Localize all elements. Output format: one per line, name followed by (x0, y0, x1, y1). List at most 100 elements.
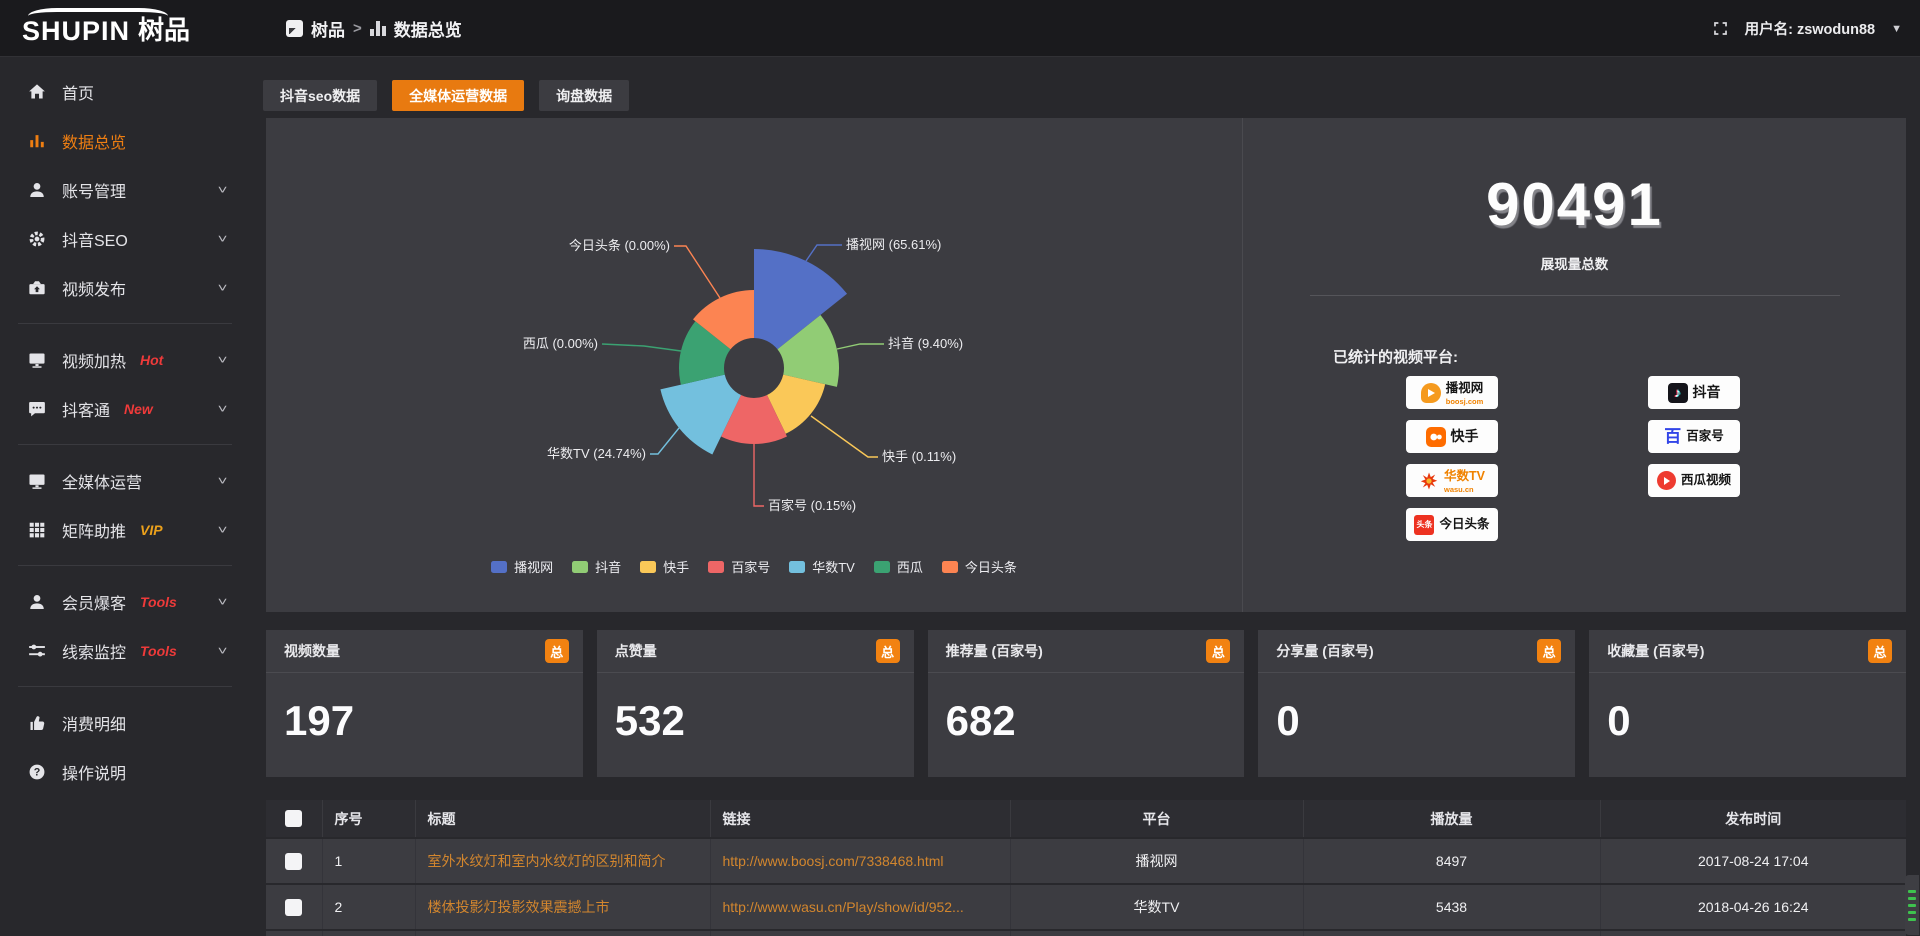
chevron-down-icon: ˅ (217, 522, 228, 537)
pie-chart-section: 播视网 (65.61%) 抖音 (9.40%) 快手 (0.11%) 百家号 (0.1… (266, 118, 1242, 612)
douyin-logo-icon: ♪ (1667, 382, 1688, 403)
cell-url-link[interactable]: http://www.wasu.cn/Play/show/id/952... (710, 883, 1011, 930)
cell-title-link[interactable]: 室外水纹灯和室内水纹灯的区别和简介 (415, 837, 711, 884)
stat-card-0: 视频数量 总 197 (266, 630, 583, 777)
stat-card-value: 0 (1607, 697, 1631, 744)
svg-text:?: ? (34, 766, 41, 778)
pie-slice-3[interactable] (721, 395, 787, 444)
chevron-down-icon[interactable]: ▼ (1891, 22, 1902, 35)
legend-item[interactable]: 播视网 (491, 557, 553, 576)
legend-item[interactable]: 百家号 (708, 557, 770, 576)
empty-cell (710, 929, 1011, 936)
legend-item[interactable]: 华数TV (789, 557, 855, 576)
shupin-breadcrumb-icon (286, 20, 303, 37)
sidebar-item-matrix-boost[interactable]: 矩阵助推 VIP ˅ (0, 505, 250, 554)
sidebar-item-video-heating[interactable]: 视频加热 Hot ˅ (0, 335, 250, 384)
row-checkbox[interactable] (285, 852, 303, 870)
pie-slice-4[interactable] (660, 374, 741, 455)
sidebar-item-label: 首页 (62, 85, 95, 103)
home-icon (28, 83, 46, 101)
breadcrumb: 树品 > 数据总览 (286, 0, 462, 57)
overview-panel: 播视网 (65.61%) 抖音 (9.40%) 快手 (0.11%) 百家号 (0.1… (266, 118, 1906, 612)
legend-item[interactable]: 抖音 (572, 557, 621, 576)
cell-title-link[interactable]: 楼体投影灯投影效果震撼上市 (415, 883, 711, 930)
stat-card-2: 推荐量 (百家号) 总 682 (927, 630, 1245, 777)
grid-icon (28, 521, 46, 539)
chart-legend: 播视网 抖音 快手 百家号 华数TV 西瓜 今日头条 (266, 557, 1242, 576)
row-checkbox-cell (266, 883, 323, 930)
chevron-down-icon: ˅ (217, 401, 228, 416)
sidebar-divider (18, 686, 232, 687)
platform-badge-baijiahao: 百 百家号 (1648, 420, 1740, 453)
sidebar-item-operation-guide[interactable]: ? 操作说明 (0, 747, 250, 796)
chevron-down-icon: ˅ (217, 643, 228, 658)
select-all-checkbox[interactable] (285, 810, 303, 828)
total-badge: 总 (1206, 639, 1231, 663)
sliders-icon (28, 642, 46, 660)
sidebar-item-consumption-detail[interactable]: 消费明细 (0, 698, 250, 747)
row-checkbox[interactable] (285, 898, 303, 916)
video-icon (28, 279, 46, 297)
user-icon (28, 181, 46, 199)
cell-url-link[interactable]: http://www.boosj.com/7338468.html (710, 837, 1011, 884)
tab-inquiry-data[interactable]: 询盘数据 (539, 80, 630, 111)
browser-extension-widget[interactable] (1905, 875, 1919, 935)
impressions-total-label: 展现量总数 (1540, 257, 1609, 272)
row-checkbox-cell (266, 837, 323, 884)
legend-item[interactable]: 今日头条 (941, 557, 1017, 576)
legend-item[interactable]: 快手 (640, 557, 689, 576)
platform-name: 西瓜视频 (1680, 472, 1731, 487)
pie-slice-5[interactable] (679, 321, 731, 385)
sidebar-item-account-management[interactable]: 账号管理 ˅ (0, 165, 250, 214)
sidebar-item-label: 消费明细 (62, 716, 127, 734)
platform-name: 播视网 (1445, 381, 1484, 395)
sidebar-item-label: 抖音SEO (62, 232, 128, 250)
main-content: 抖音seo数据 全媒体运营数据 询盘数据 播视网 (65.61%) 抖音 (9.40%… (250, 57, 1920, 936)
rose-pie-chart: 播视网 (65.61%) 抖音 (9.40%) 快手 (0.11%) 百家号 (0.1… (523, 237, 963, 513)
fullscreen-icon[interactable] (1712, 20, 1729, 37)
stat-cards-row: 视频数量总 197 点赞量总 532 推荐量 (百家号) 总 682 分享量 (百家号) 总 0 收… (266, 630, 1906, 777)
logo-arc (28, 8, 168, 24)
sidebar-item-label: 账号管理 (62, 183, 127, 201)
sidebar-item-badge: New (124, 400, 153, 417)
platform-name: 今日头条 (1439, 516, 1490, 531)
platform-sub: boosj.com (1445, 397, 1484, 406)
legend-label: 西瓜 (896, 560, 923, 575)
sidebar-item-video-publish[interactable]: 视频发布 ˅ (0, 263, 250, 312)
legend-label: 今日头条 (964, 560, 1017, 575)
pie-slice-1[interactable] (777, 315, 839, 387)
thumb-icon (28, 714, 46, 732)
breadcrumb-root[interactable]: 树品 (311, 21, 345, 40)
sidebar-item-home[interactable]: 首页 (0, 67, 250, 116)
tab-omni-media-data[interactable]: 全媒体运营数据 (392, 80, 525, 111)
pie-label-line (601, 343, 682, 352)
legend-swatch (873, 560, 890, 573)
kuaishou-logo-icon (1425, 426, 1446, 447)
total-badge: 总 (1537, 639, 1562, 663)
empty-cell (1010, 929, 1304, 936)
sidebar-item-badge: Tools (140, 593, 177, 610)
sidebar-item-douyin-seo[interactable]: 抖音SEO ˅ (0, 214, 250, 263)
sidebar-item-clue-monitor[interactable]: 线索监控 Tools ˅ (0, 626, 250, 675)
sidebar-item-data-overview[interactable]: 数据总览 (0, 116, 250, 165)
sidebar-item-douketong[interactable]: 抖客通 New ˅ (0, 384, 250, 433)
legend-item[interactable]: 西瓜 (873, 557, 923, 576)
sidebar-item-omni-media-operation[interactable]: 全媒体运营 ˅ (0, 456, 250, 505)
legend-swatch (572, 560, 589, 573)
monitor-play-icon (28, 351, 46, 369)
sidebar-item-member-baoke[interactable]: 会员爆客 Tools ˅ (0, 577, 250, 626)
stat-card-title: 分享量 (百家号) (1276, 643, 1374, 659)
empty-cell (415, 929, 711, 936)
pie-label: 今日头条 (0.00%) (569, 238, 670, 253)
cell-plays: 8497 (1303, 837, 1601, 884)
bar-chart-icon (28, 132, 46, 150)
tab-douyin-seo-data[interactable]: 抖音seo数据 (263, 80, 378, 111)
pie-label-line (674, 245, 721, 299)
header-checkbox-cell (266, 800, 323, 838)
pie-slice-0[interactable] (754, 249, 848, 350)
pie-slice-6[interactable] (693, 290, 754, 350)
pie-slice-2[interactable] (767, 374, 826, 434)
username-label[interactable]: 用户名: zswodun88 (1744, 22, 1876, 38)
table-row-partial (266, 929, 1906, 936)
legend-swatch (789, 560, 806, 573)
